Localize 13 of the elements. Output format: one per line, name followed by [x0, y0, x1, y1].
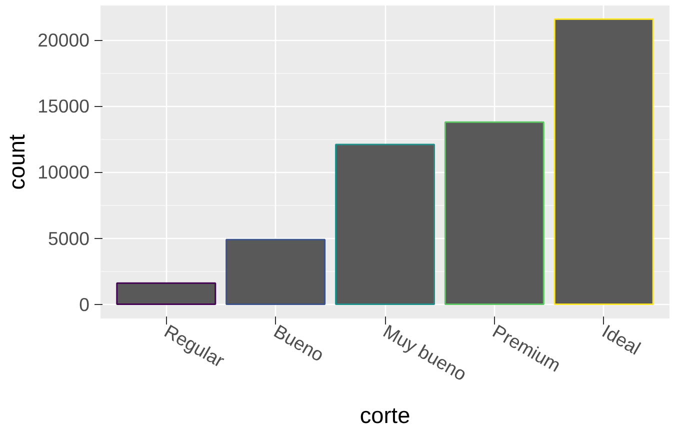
- bar: [335, 144, 435, 306]
- y-tick-label: 20000: [38, 30, 90, 51]
- y-axis-title: count: [4, 134, 30, 190]
- bar: [444, 121, 544, 306]
- y-tick-label: 0: [79, 294, 90, 315]
- bar: [116, 282, 216, 306]
- y-tick-label: 5000: [48, 228, 90, 249]
- bar: [226, 238, 326, 306]
- x-tick-label: Ideal: [598, 320, 644, 359]
- bar: [554, 18, 654, 306]
- y-tick-label: 15000: [38, 96, 90, 117]
- y-tick-label: 10000: [38, 162, 90, 183]
- x-axis-title: corte: [360, 402, 410, 428]
